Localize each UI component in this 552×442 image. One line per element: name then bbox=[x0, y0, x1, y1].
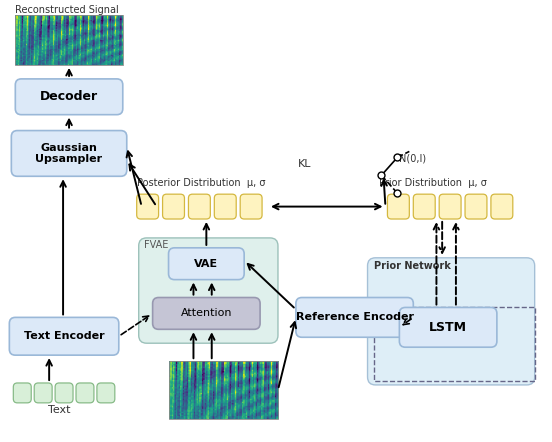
FancyBboxPatch shape bbox=[465, 194, 487, 219]
Text: LSTM: LSTM bbox=[429, 321, 467, 334]
FancyBboxPatch shape bbox=[163, 194, 184, 219]
FancyBboxPatch shape bbox=[296, 297, 413, 337]
Text: Posterior Distribution  μ, σ: Posterior Distribution μ, σ bbox=[137, 178, 265, 188]
FancyBboxPatch shape bbox=[188, 194, 210, 219]
FancyBboxPatch shape bbox=[368, 258, 535, 385]
Text: Decoder: Decoder bbox=[40, 90, 98, 103]
FancyBboxPatch shape bbox=[168, 248, 244, 280]
Text: VAE: VAE bbox=[194, 259, 219, 269]
FancyBboxPatch shape bbox=[137, 194, 158, 219]
FancyBboxPatch shape bbox=[13, 383, 31, 403]
Text: Gaussian
Upsampler: Gaussian Upsampler bbox=[35, 143, 103, 164]
Text: Reference Encoder: Reference Encoder bbox=[296, 312, 413, 322]
FancyBboxPatch shape bbox=[240, 194, 262, 219]
Text: Text Encoder: Text Encoder bbox=[24, 331, 104, 341]
Text: Prior Distribution  μ, σ: Prior Distribution μ, σ bbox=[379, 178, 487, 188]
FancyBboxPatch shape bbox=[55, 383, 73, 403]
FancyBboxPatch shape bbox=[12, 130, 127, 176]
Text: Attention: Attention bbox=[181, 309, 232, 318]
FancyBboxPatch shape bbox=[9, 317, 119, 355]
FancyBboxPatch shape bbox=[152, 297, 260, 329]
Text: KL: KL bbox=[298, 159, 311, 169]
FancyBboxPatch shape bbox=[400, 308, 497, 347]
Text: Text: Text bbox=[49, 405, 71, 415]
Text: Reconstructed Signal: Reconstructed Signal bbox=[15, 5, 119, 15]
FancyBboxPatch shape bbox=[214, 194, 236, 219]
Bar bbox=[15, 15, 123, 65]
Bar bbox=[168, 361, 278, 419]
Text: FVAE: FVAE bbox=[144, 240, 168, 250]
FancyBboxPatch shape bbox=[491, 194, 513, 219]
FancyBboxPatch shape bbox=[97, 383, 115, 403]
FancyBboxPatch shape bbox=[76, 383, 94, 403]
Text: N(0,I): N(0,I) bbox=[400, 153, 427, 164]
FancyBboxPatch shape bbox=[15, 79, 123, 114]
FancyBboxPatch shape bbox=[439, 194, 461, 219]
FancyBboxPatch shape bbox=[388, 194, 410, 219]
Bar bbox=[374, 308, 535, 381]
FancyBboxPatch shape bbox=[139, 238, 278, 343]
FancyBboxPatch shape bbox=[34, 383, 52, 403]
Text: Prior Network: Prior Network bbox=[374, 261, 450, 271]
FancyBboxPatch shape bbox=[413, 194, 435, 219]
